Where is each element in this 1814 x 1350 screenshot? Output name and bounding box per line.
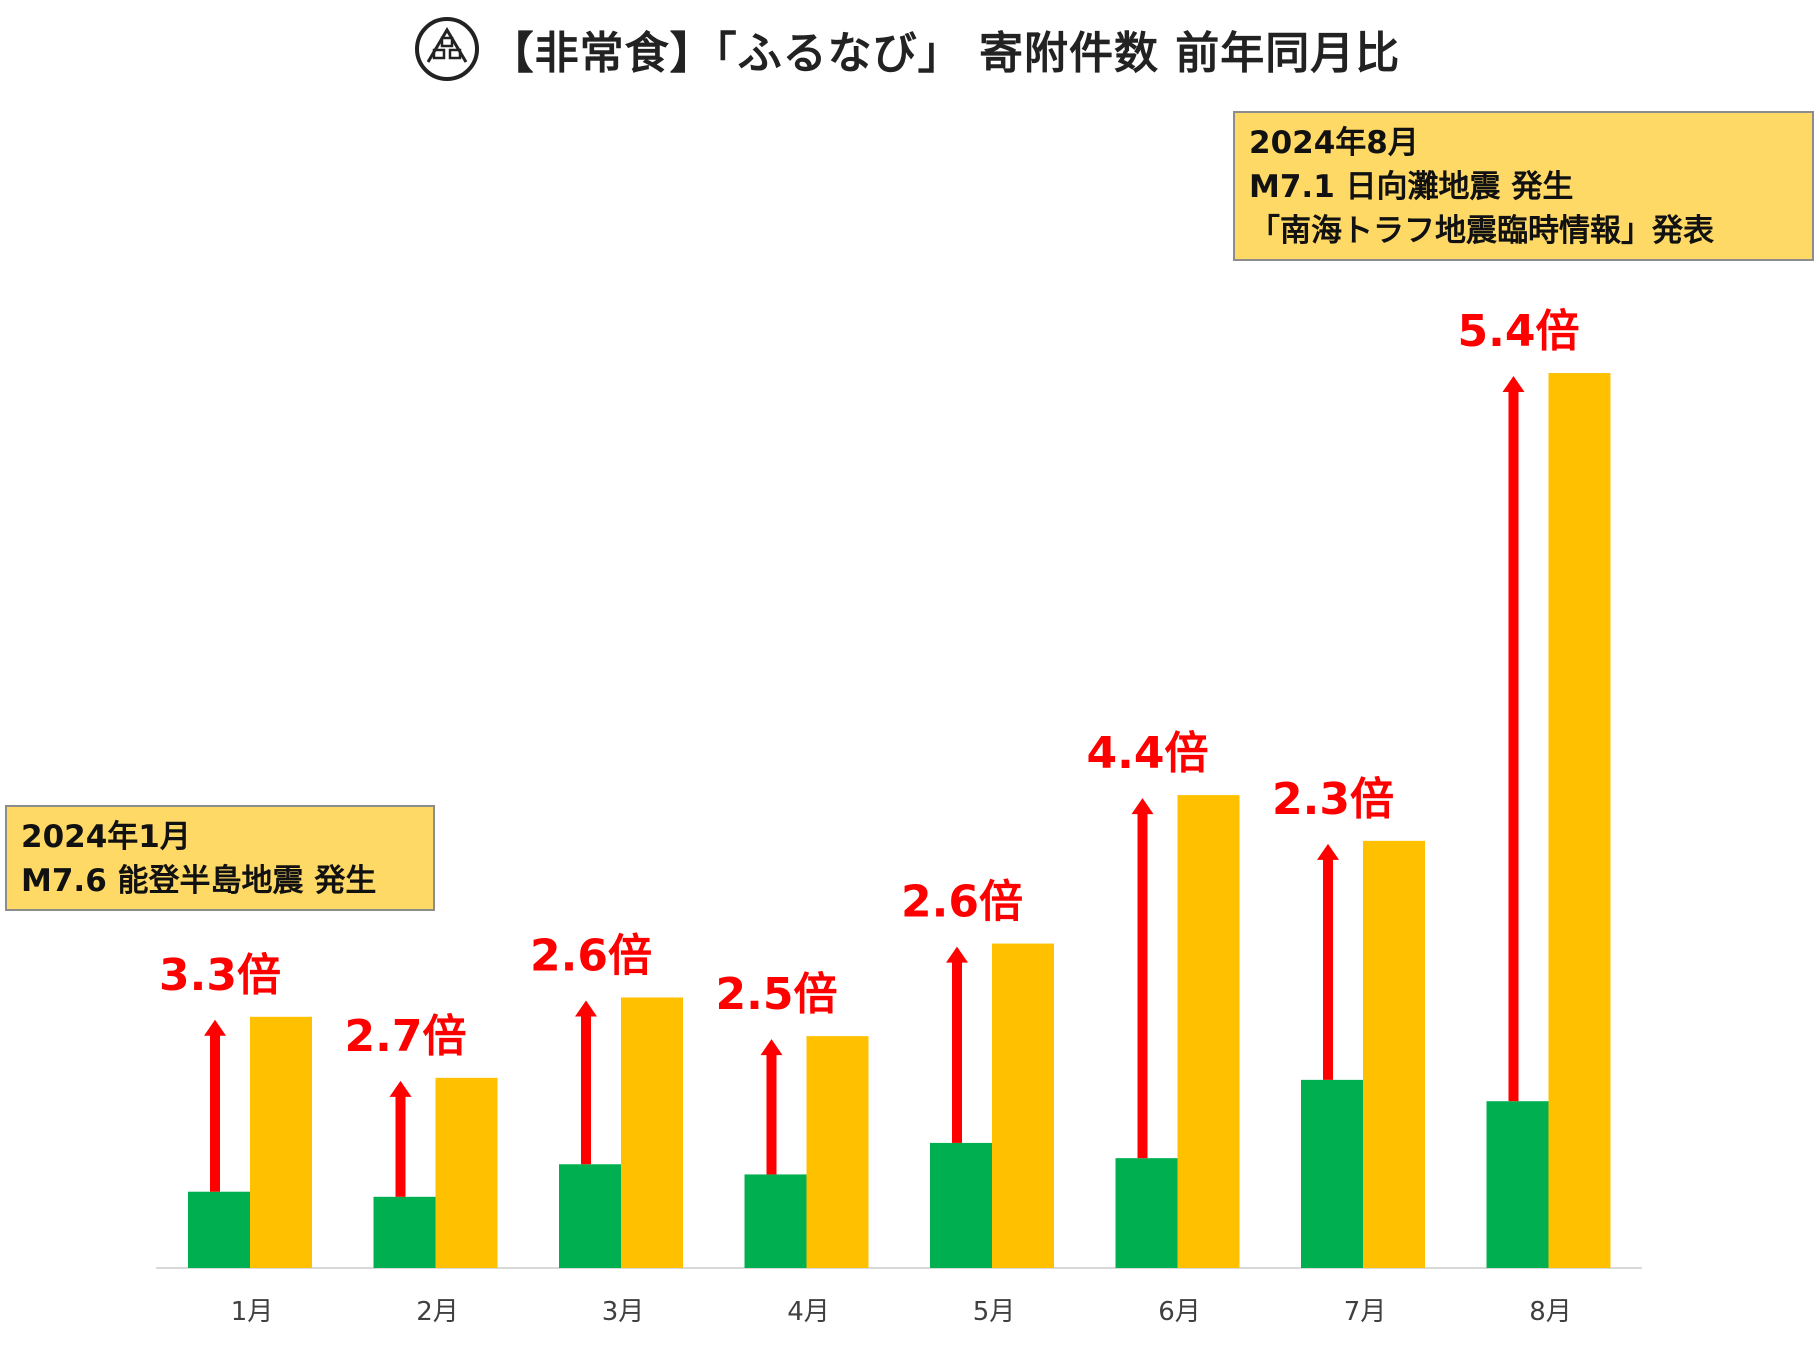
furunavi-logo-icon bbox=[414, 17, 479, 81]
growth-arrow-shaft bbox=[766, 1053, 777, 1175]
growth-arrow-shaft bbox=[1508, 390, 1519, 1102]
bar-prev-year bbox=[744, 1174, 807, 1268]
bar-prev-year bbox=[1115, 1158, 1178, 1268]
bar-this-year bbox=[250, 1016, 312, 1268]
annotation-line: M7.1 日向灘地震 発生 bbox=[1249, 169, 1574, 205]
x-tick-label: 7月 bbox=[1344, 1297, 1387, 1327]
bar-this-year bbox=[1363, 840, 1425, 1268]
growth-arrow-shaft bbox=[1137, 812, 1148, 1159]
ratio-label: 2.5倍 bbox=[716, 969, 838, 1020]
bar-prev-year bbox=[559, 1164, 621, 1268]
annotation-line: M7.6 能登半島地震 発生 bbox=[21, 863, 377, 899]
title-bar: 【非常食】「ふるなび」 寄附件数 前年同月比 bbox=[0, 14, 1814, 84]
growth-arrow-head bbox=[946, 946, 968, 963]
annotation-line: 「南海トラフ地震臨時情報」発表 bbox=[1249, 213, 1714, 249]
ratio-label: 2.3倍 bbox=[1272, 774, 1394, 825]
bar-this-year bbox=[806, 1036, 869, 1268]
growth-arrow-head bbox=[1502, 376, 1525, 393]
growth-arrow-head bbox=[1131, 798, 1154, 815]
x-tick-label: 2月 bbox=[416, 1297, 459, 1327]
growth-arrow-head bbox=[204, 1019, 226, 1036]
growth-arrow-head bbox=[760, 1039, 783, 1056]
bar-this-year bbox=[435, 1077, 498, 1268]
growth-arrow-head bbox=[1317, 843, 1339, 860]
ratio-label: 2.6倍 bbox=[901, 877, 1023, 928]
annotation-line: 2024年1月 bbox=[21, 819, 191, 855]
annotation-hyuganada-earthquake: 2024年8月 M7.1 日向灘地震 発生 「南海トラフ地震臨時情報」発表 bbox=[1233, 111, 1814, 261]
growth-arrow-head bbox=[575, 1000, 597, 1017]
annotation-noto-earthquake: 2024年1月 M7.6 能登半島地震 発生 bbox=[5, 805, 435, 911]
bar-this-year bbox=[992, 943, 1054, 1268]
bar-prev-year bbox=[1301, 1079, 1363, 1268]
bar-this-year bbox=[621, 997, 683, 1268]
x-tick-label: 6月 bbox=[1158, 1297, 1201, 1327]
x-tick-label: 1月 bbox=[231, 1297, 274, 1327]
growth-arrow-shaft bbox=[581, 1014, 591, 1165]
ratio-label: 5.4倍 bbox=[1458, 306, 1580, 357]
x-tick-label: 3月 bbox=[602, 1297, 645, 1327]
ratio-label: 3.3倍 bbox=[159, 950, 281, 1001]
ratio-label: 2.7倍 bbox=[345, 1011, 467, 1062]
growth-arrow-shaft bbox=[952, 960, 962, 1143]
bar-prev-year bbox=[930, 1142, 992, 1268]
growth-arrow-shaft bbox=[395, 1094, 406, 1197]
bar-this-year bbox=[1548, 373, 1611, 1268]
ratio-label: 4.4倍 bbox=[1087, 728, 1209, 779]
bar-prev-year bbox=[188, 1191, 250, 1268]
x-tick-label: 4月 bbox=[787, 1297, 830, 1327]
growth-arrow-shaft bbox=[210, 1033, 220, 1192]
bar-prev-year bbox=[373, 1196, 436, 1268]
annotation-line: 2024年8月 bbox=[1249, 125, 1419, 161]
growth-arrow-head bbox=[389, 1080, 412, 1097]
x-tick-label: 5月 bbox=[973, 1297, 1016, 1327]
ratio-label: 2.6倍 bbox=[530, 930, 652, 981]
bar-prev-year bbox=[1486, 1101, 1549, 1268]
x-tick-label: 8月 bbox=[1529, 1297, 1572, 1327]
growth-arrow-shaft bbox=[1323, 857, 1333, 1080]
bar-this-year bbox=[1177, 795, 1240, 1268]
chart-title: 【非常食】「ふるなび」 寄附件数 前年同月比 bbox=[489, 28, 1401, 79]
